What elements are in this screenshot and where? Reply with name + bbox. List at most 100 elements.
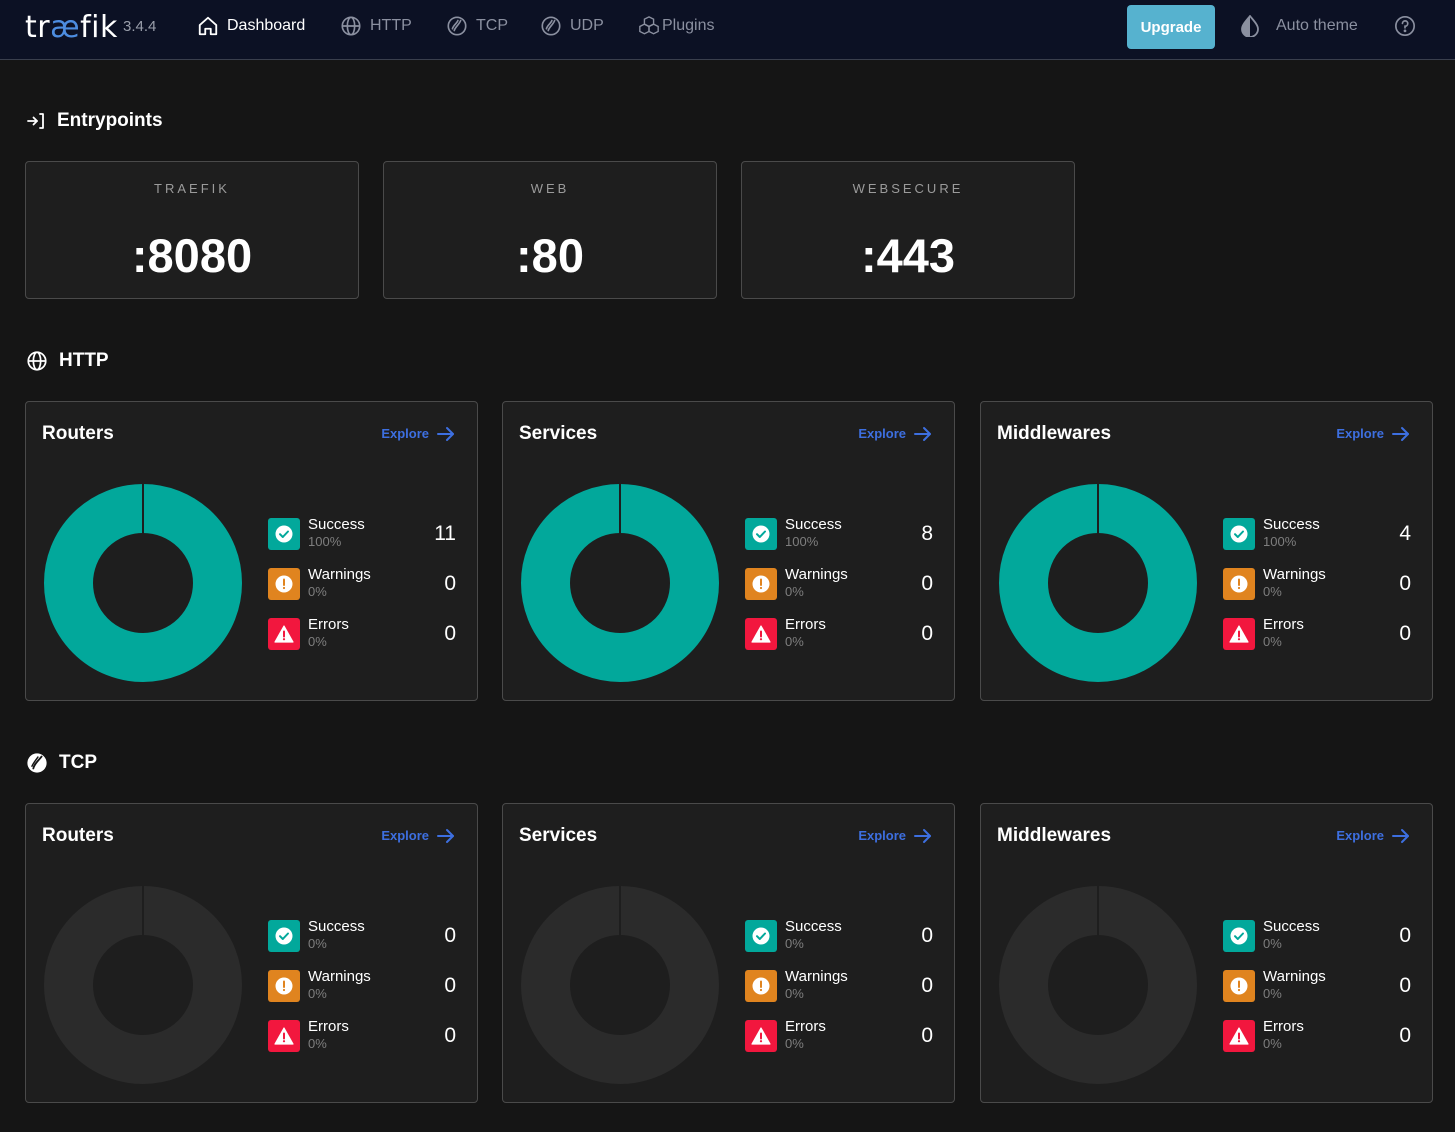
nav-tcp[interactable]: TCP (446, 14, 508, 38)
success-count: 0 (444, 924, 456, 947)
success-label: Success (1263, 918, 1320, 935)
warning-triangle-icon (274, 1027, 294, 1045)
legend-warnings: Warnings 0% 0 (268, 968, 456, 1003)
explore-label: Explore (1336, 426, 1384, 441)
entrypoint-card-websecure: WEBSECURE :443 (741, 161, 1075, 299)
arrow-right-icon (437, 829, 454, 843)
top-navbar: træfik 3.4.4 Dashboard HTTP TCP UDP Plug… (0, 0, 1455, 60)
nav-http-label: HTTP (370, 17, 412, 34)
success-badge (1223, 518, 1255, 550)
legend-warnings: Warnings 0% 0 (268, 566, 456, 601)
explore-label: Explore (858, 828, 906, 843)
explore-link[interactable]: Explore (858, 826, 932, 846)
legend-success: Success 0% 0 (268, 918, 456, 953)
globe-icon (341, 16, 361, 36)
warning-badge (268, 568, 300, 600)
errors-percent: 0% (785, 634, 804, 649)
contrast-icon (1241, 15, 1259, 37)
errors-count: 0 (444, 1024, 456, 1047)
warnings-count: 0 (1399, 572, 1411, 595)
exclamation-circle-icon (752, 977, 770, 995)
upgrade-button[interactable]: Upgrade (1127, 5, 1215, 49)
errors-count: 0 (921, 1024, 933, 1047)
donut-chart (521, 484, 719, 682)
tcp-card-services: Services Explore Success 0% 0 (502, 803, 955, 1103)
check-circle-icon (752, 525, 770, 543)
legend-success: Success 0% 0 (1223, 918, 1411, 953)
arrow-right-icon (1392, 427, 1409, 441)
card-title: Services (519, 423, 598, 444)
warnings-percent: 0% (1263, 986, 1282, 1001)
legend-success: Success 100% 4 (1223, 516, 1411, 551)
success-badge (745, 920, 777, 952)
theme-toggle[interactable]: Auto theme (1240, 14, 1358, 38)
success-percent: 0% (785, 936, 804, 951)
legend-success: Success 100% 11 (268, 516, 456, 551)
success-label: Success (1263, 516, 1320, 533)
explore-label: Explore (1336, 828, 1384, 843)
warnings-percent: 0% (785, 986, 804, 1001)
errors-count: 0 (921, 622, 933, 645)
entrypoints-title: Entrypoints (57, 110, 163, 131)
warnings-percent: 0% (308, 986, 327, 1001)
entrypoint-name: WEB (530, 181, 570, 196)
nav-tcp-label: TCP (476, 17, 508, 34)
logo-text-start: tr (25, 10, 51, 45)
card-title: Middlewares (997, 825, 1112, 846)
success-label: Success (785, 918, 842, 935)
legend-success: Success 0% 0 (745, 918, 933, 953)
nav-dashboard-label: Dashboard (227, 17, 306, 34)
explore-link[interactable]: Explore (1336, 424, 1410, 444)
success-percent: 100% (1263, 534, 1297, 549)
success-percent: 100% (308, 534, 342, 549)
check-circle-icon (752, 927, 770, 945)
logo-text-end: fik (80, 10, 118, 45)
success-count: 4 (1399, 522, 1411, 545)
arrow-right-icon (437, 427, 454, 441)
error-badge (745, 618, 777, 650)
check-circle-icon (275, 927, 293, 945)
tcp-card-middlewares: Middlewares Explore Success 0% 0 (980, 803, 1433, 1103)
donut-chart (999, 886, 1197, 1084)
exclamation-circle-icon (752, 575, 770, 593)
explore-link[interactable]: Explore (858, 424, 932, 444)
legend-errors: Errors 0% 0 (745, 616, 933, 651)
errors-label: Errors (308, 1018, 349, 1035)
success-count: 8 (921, 522, 933, 545)
errors-label: Errors (1263, 1018, 1304, 1035)
exclamation-circle-icon (275, 575, 293, 593)
error-badge (745, 1020, 777, 1052)
nav-plugins[interactable]: Plugins (638, 14, 714, 38)
nav-udp[interactable]: UDP (540, 14, 604, 38)
warnings-label: Warnings (1263, 566, 1326, 583)
explore-link[interactable]: Explore (1336, 826, 1410, 846)
warning-triangle-icon (1229, 625, 1249, 643)
legend-warnings: Warnings 0% 0 (1223, 968, 1411, 1003)
explore-link[interactable]: Explore (381, 424, 455, 444)
warning-badge (745, 568, 777, 600)
legend-errors: Errors 0% 0 (1223, 1018, 1411, 1053)
errors-label: Errors (308, 616, 349, 633)
explore-link[interactable]: Explore (381, 826, 455, 846)
arrow-right-icon (914, 427, 931, 441)
warnings-label: Warnings (785, 566, 848, 583)
warning-triangle-icon (1229, 1027, 1249, 1045)
http-card-services: Services Explore Success 100% 8 (502, 401, 955, 701)
tcp-icon (27, 753, 47, 773)
nav-http[interactable]: HTTP (340, 14, 412, 38)
http-heading: HTTP (26, 349, 109, 373)
entrypoint-port: :8080 (131, 229, 253, 282)
errors-percent: 0% (1263, 634, 1282, 649)
card-title: Middlewares (997, 423, 1112, 444)
traefik-logo[interactable]: træfik (25, 10, 118, 46)
warning-badge (1223, 568, 1255, 600)
nav-dashboard[interactable]: Dashboard (197, 14, 305, 38)
error-badge (268, 1020, 300, 1052)
error-badge (1223, 618, 1255, 650)
help-icon[interactable] (1394, 15, 1416, 37)
legend-warnings: Warnings 0% 0 (1223, 566, 1411, 601)
warnings-count: 0 (921, 974, 933, 997)
exclamation-circle-icon (1230, 977, 1248, 995)
tcp-heading: TCP (26, 751, 97, 775)
legend-success: Success 100% 8 (745, 516, 933, 551)
